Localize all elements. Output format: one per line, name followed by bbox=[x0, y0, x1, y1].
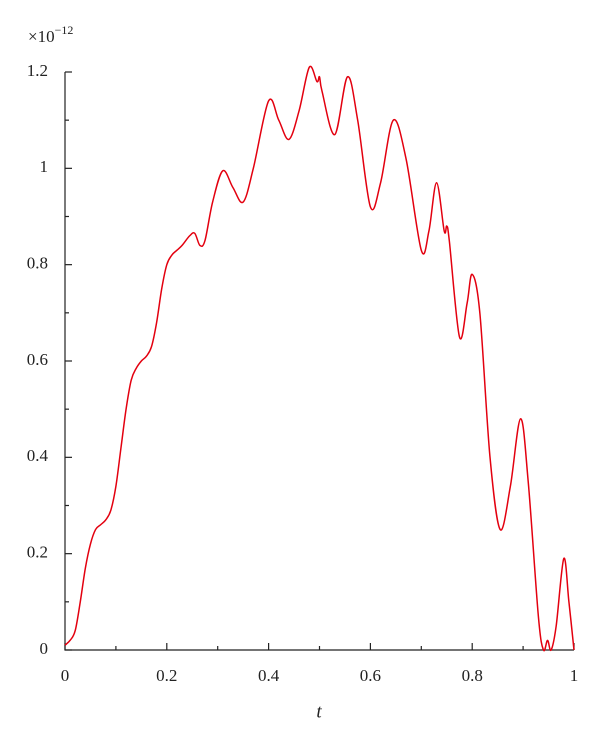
y-tick-label: 0.6 bbox=[27, 350, 48, 369]
multiplier-exponent: −12 bbox=[55, 23, 74, 37]
y-tick-label: 0.8 bbox=[27, 254, 48, 273]
y-tick-label: 1 bbox=[40, 157, 49, 176]
y-tick-label: 0.2 bbox=[27, 543, 48, 562]
x-axis-label: t bbox=[316, 701, 322, 722]
x-tick-label: 0.4 bbox=[258, 666, 280, 685]
x-tick-label: 0.6 bbox=[360, 666, 381, 685]
line bbox=[64, 65, 575, 652]
multiplier: ×10−12 bbox=[28, 23, 73, 46]
y-tick-label: 1.2 bbox=[27, 61, 48, 80]
x-tick-label: 0.2 bbox=[156, 666, 177, 685]
x-tick-label: 0.8 bbox=[462, 666, 483, 685]
y-tick-label: 0 bbox=[40, 639, 49, 658]
multiplier-base: ×10 bbox=[28, 27, 55, 46]
x-tick-label: 1 bbox=[570, 666, 579, 685]
y-tick-label: 0.4 bbox=[27, 446, 49, 465]
x-tick-label: 0 bbox=[61, 666, 70, 685]
